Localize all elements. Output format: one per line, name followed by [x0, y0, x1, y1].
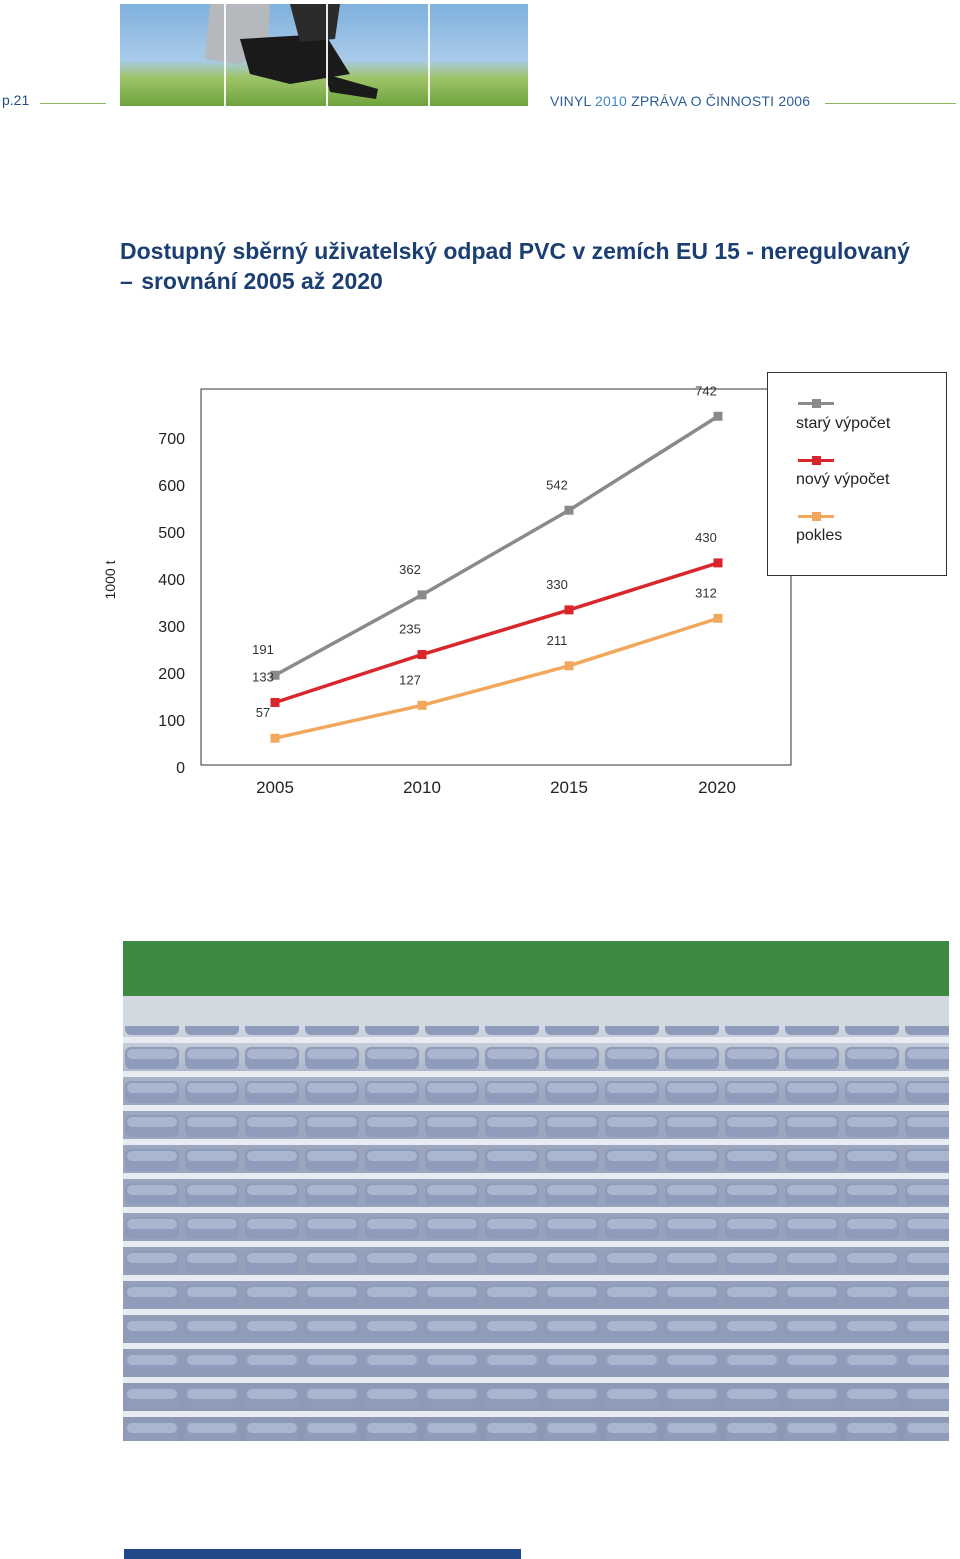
footer-bar	[124, 1549, 521, 1559]
data-point	[270, 733, 280, 743]
header-title-prefix: VINYL	[550, 93, 596, 109]
data-label: 57	[256, 705, 270, 720]
legend-swatch-old	[798, 399, 834, 408]
person-laptop-illustration	[205, 4, 378, 99]
header-title-year: 2010	[595, 93, 627, 109]
plot-frame	[200, 388, 792, 766]
data-label: 127	[399, 672, 421, 687]
series-line	[274, 414, 719, 677]
x-tick-label: 2015	[550, 778, 588, 797]
data-point	[417, 700, 427, 710]
legend-label-new: nový výpočet	[796, 471, 890, 488]
y-tick-label: 400	[158, 572, 185, 589]
header-divider-left	[40, 103, 106, 104]
chart-legend: starý výpočet nový výpočet pokles	[767, 372, 947, 576]
x-tick-label: 2005	[256, 778, 294, 797]
data-label: 430	[695, 530, 717, 545]
data-label: 330	[546, 577, 568, 592]
legend-swatch-decline	[798, 512, 834, 521]
data-point	[713, 558, 723, 568]
y-tick-label: 600	[158, 478, 185, 495]
legend-label-decline: pokles	[796, 527, 843, 544]
data-label: 542	[546, 477, 568, 492]
page-title-dash: –	[120, 268, 133, 294]
header-title: VINYL 2010 ZPRÁVA O ČINNOSTI 2006	[550, 93, 810, 109]
data-label: 362	[399, 562, 421, 577]
data-point	[270, 670, 280, 680]
series-line	[274, 616, 719, 740]
legend-label-old: starý výpočet	[796, 415, 891, 432]
page-title: Dostupný sběrný uživatelský odpad PVC v …	[120, 236, 950, 296]
data-point	[417, 650, 427, 660]
y-tick-label: 300	[158, 619, 185, 636]
header-divider-right	[825, 103, 956, 104]
data-label: 235	[399, 622, 421, 637]
data-label: 191	[252, 642, 274, 657]
stadium-seats-illustration	[123, 941, 949, 1441]
data-label: 133	[252, 669, 274, 684]
data-point	[564, 505, 574, 515]
legend-swatch-new	[798, 456, 834, 465]
page-number: p.21	[2, 92, 30, 108]
data-label: 211	[547, 633, 568, 648]
data-point	[713, 613, 723, 623]
data-label: 312	[695, 585, 717, 600]
y-tick-label: 700	[158, 431, 185, 448]
x-tick-label: 2010	[403, 778, 441, 797]
y-tick-label: 500	[158, 525, 185, 542]
data-point	[713, 411, 723, 421]
header-title-suffix: ZPRÁVA O ČINNOSTI 2006	[627, 93, 811, 109]
header-photo	[120, 4, 528, 106]
x-tick-label: 2020	[698, 778, 736, 797]
stadium-photo	[123, 941, 949, 1441]
data-point	[564, 605, 574, 615]
series-line	[274, 561, 719, 705]
y-tick-label: 200	[158, 666, 185, 683]
page-title-line2: srovnání 2005 až 2020	[141, 268, 383, 294]
page-title-line1: Dostupný sběrný uživatelský odpad PVC v …	[120, 238, 910, 264]
y-tick-label: 100	[158, 713, 185, 730]
data-point	[564, 661, 574, 671]
line-chart: 0 100 200 300 400 500 600 700 2005 2010 2015 2020 19…	[158, 383, 792, 797]
data-point	[417, 590, 427, 600]
data-point	[270, 697, 280, 707]
y-tick-label: 0	[176, 760, 185, 777]
data-label: 742	[695, 383, 717, 398]
